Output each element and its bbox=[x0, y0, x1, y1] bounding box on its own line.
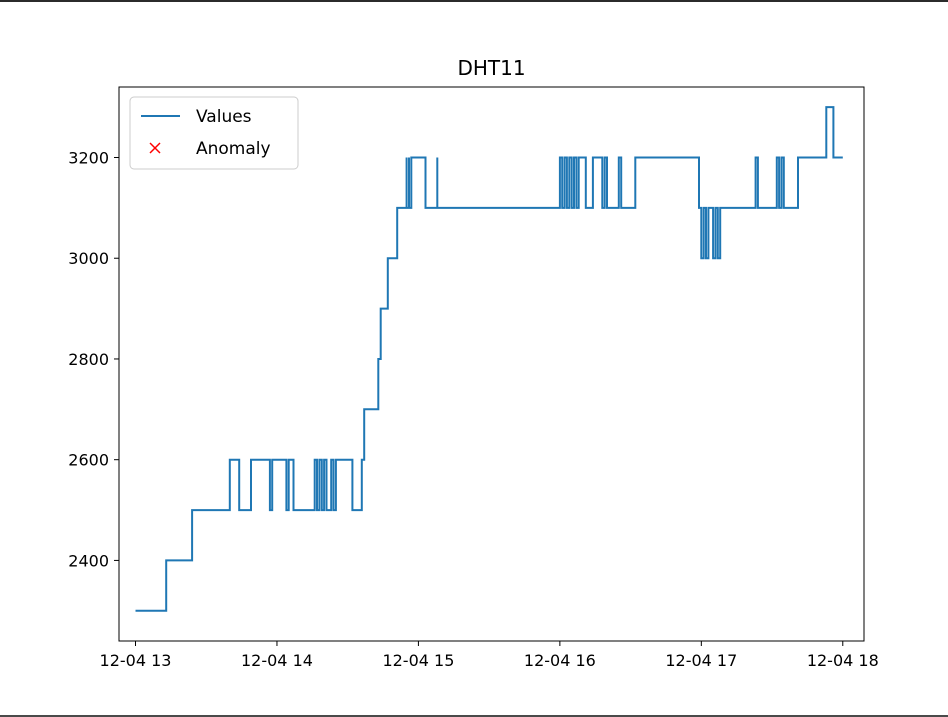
legend-label-anomaly: Anomaly bbox=[196, 139, 271, 159]
x-tick-label: 12-04 17 bbox=[665, 651, 737, 670]
x-tick-label: 12-04 18 bbox=[807, 651, 879, 670]
y-tick-label: 2800 bbox=[68, 350, 109, 369]
legend-label-values: Values bbox=[196, 107, 252, 127]
y-tick-label: 3000 bbox=[68, 249, 109, 268]
chart-title: DHT11 bbox=[457, 56, 525, 80]
x-tick-label: 12-04 16 bbox=[524, 651, 596, 670]
x-tick-label: 12-04 14 bbox=[241, 651, 313, 670]
x-tick-label: 12-04 13 bbox=[100, 651, 172, 670]
x-tick-label: 12-04 15 bbox=[382, 651, 454, 670]
y-tick-label: 2600 bbox=[68, 451, 109, 470]
legend-marker-anomaly-b bbox=[149, 142, 161, 154]
y-tick-label: 2400 bbox=[68, 551, 109, 570]
series-line-values bbox=[135, 106, 843, 612]
top-border bbox=[0, 0, 948, 2]
plot-frame bbox=[118, 86, 865, 642]
y-tick-label: 3200 bbox=[68, 149, 109, 168]
bottom-border bbox=[0, 715, 948, 717]
